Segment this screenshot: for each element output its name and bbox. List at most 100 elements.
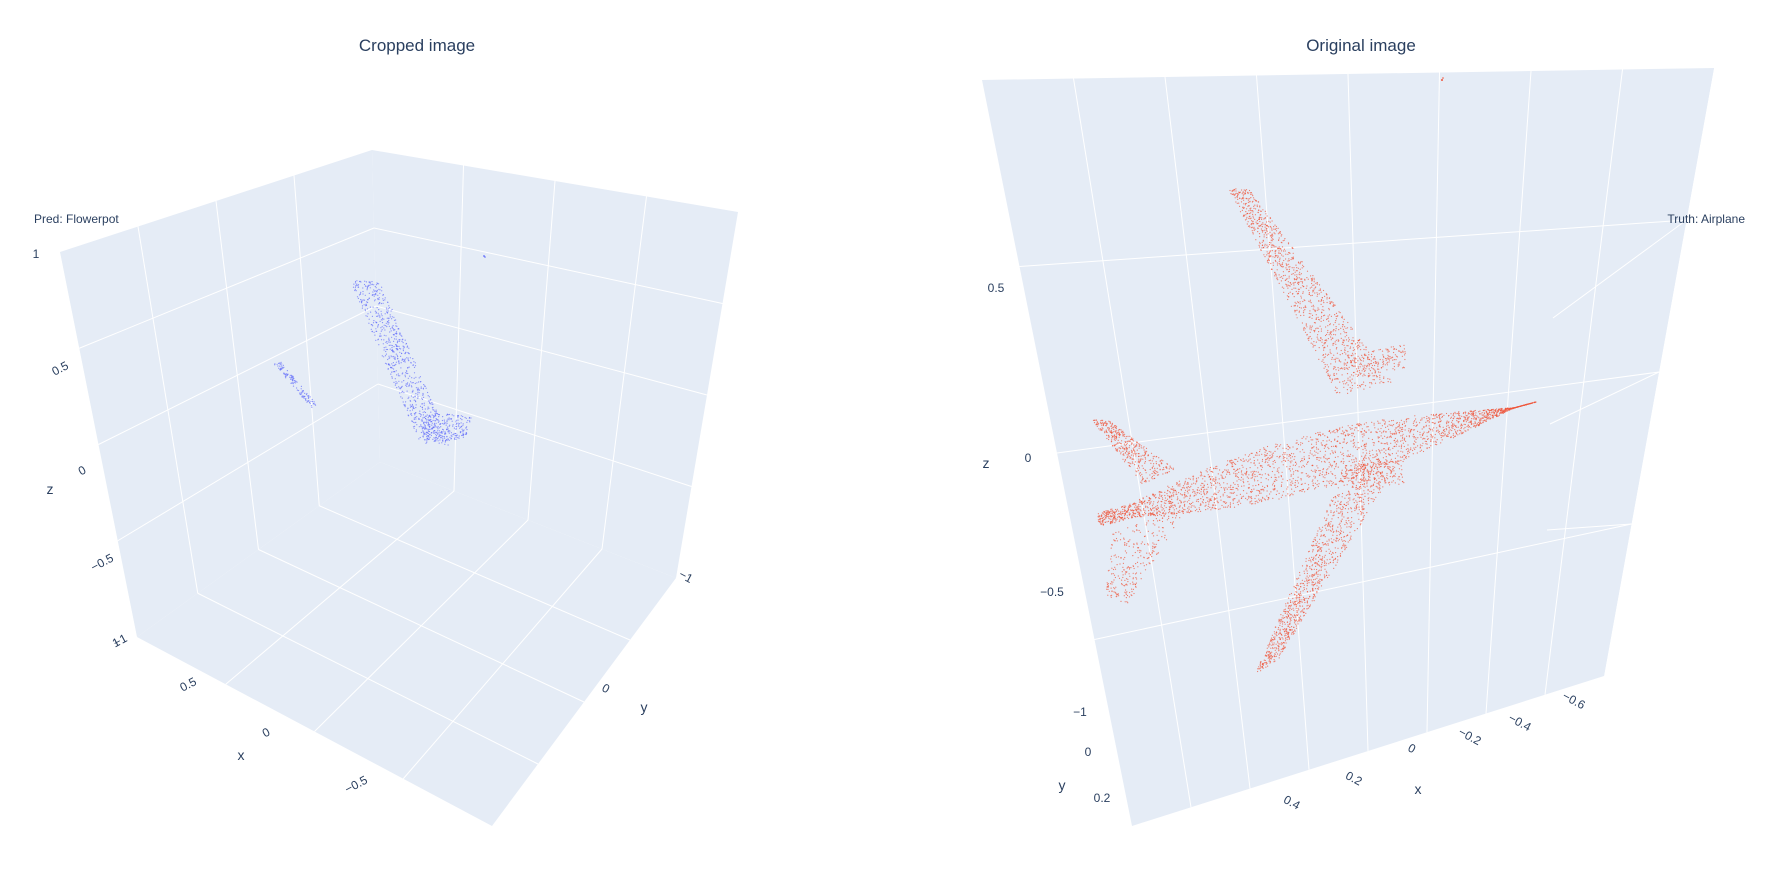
point — [1296, 610, 1298, 612]
point — [1100, 521, 1102, 523]
point — [1359, 423, 1361, 425]
point — [1286, 636, 1289, 638]
point — [1289, 291, 1291, 293]
point — [1402, 433, 1404, 435]
point — [1156, 504, 1158, 507]
point — [1455, 425, 1457, 427]
point — [448, 425, 450, 427]
point — [1354, 470, 1356, 472]
point — [1370, 471, 1372, 473]
point — [1204, 475, 1206, 478]
point — [1240, 502, 1242, 504]
point — [425, 419, 427, 421]
point — [1289, 494, 1291, 496]
point — [1363, 348, 1365, 351]
point — [1280, 265, 1283, 267]
point — [1364, 430, 1366, 432]
point — [1104, 518, 1106, 520]
point — [311, 406, 313, 408]
point — [1196, 479, 1198, 481]
point — [1333, 431, 1335, 433]
point — [1201, 486, 1203, 488]
point — [1128, 506, 1130, 508]
point — [1469, 421, 1471, 423]
original-scene[interactable]: 0.50−0.5z0.40.20−0.2−0.4−0.6x−100.2y — [982, 68, 1714, 826]
point — [1215, 476, 1217, 478]
point — [1245, 214, 1247, 216]
point — [1229, 502, 1231, 504]
point — [1496, 415, 1498, 418]
point — [1330, 302, 1332, 304]
point — [1260, 481, 1262, 484]
point — [420, 387, 422, 389]
point — [404, 376, 406, 378]
point — [1275, 246, 1277, 248]
point — [377, 339, 379, 341]
point — [1324, 347, 1326, 349]
point — [308, 397, 310, 399]
point — [1256, 205, 1258, 208]
point — [379, 316, 381, 318]
point — [394, 332, 396, 334]
point — [1391, 453, 1393, 455]
point — [383, 327, 385, 329]
point — [1447, 415, 1450, 417]
point — [438, 416, 440, 418]
point — [1242, 197, 1244, 199]
point — [417, 387, 419, 389]
point — [456, 426, 458, 428]
point — [1333, 354, 1335, 356]
point — [1311, 453, 1313, 455]
point — [1383, 448, 1385, 450]
point — [1345, 474, 1348, 476]
point — [1356, 427, 1358, 429]
point — [1388, 453, 1390, 456]
point — [1262, 246, 1265, 249]
point — [1122, 512, 1124, 515]
point — [1395, 452, 1397, 454]
point — [1277, 468, 1279, 470]
point — [433, 437, 435, 439]
point — [1282, 457, 1284, 459]
point — [421, 397, 423, 399]
point — [1236, 194, 1239, 197]
point — [439, 434, 441, 436]
point — [308, 395, 310, 397]
point — [1269, 458, 1271, 460]
point — [1280, 280, 1282, 282]
point — [1281, 246, 1284, 248]
point — [430, 398, 432, 401]
point — [1267, 258, 1269, 260]
point — [1247, 225, 1250, 227]
point — [1309, 310, 1311, 312]
point — [1355, 458, 1357, 460]
point — [406, 357, 408, 359]
point — [1441, 439, 1443, 441]
point — [391, 327, 393, 329]
point — [1188, 508, 1190, 510]
point — [402, 372, 404, 374]
point — [1271, 233, 1273, 235]
point — [304, 392, 306, 394]
point — [1252, 213, 1254, 215]
point — [1245, 474, 1247, 476]
point — [393, 370, 395, 373]
point — [1192, 489, 1194, 491]
point — [451, 420, 453, 422]
point — [388, 305, 390, 307]
point — [1359, 342, 1361, 344]
point — [1254, 218, 1256, 220]
point — [1363, 445, 1365, 447]
point — [1354, 382, 1356, 384]
point — [1357, 355, 1359, 357]
point — [429, 399, 431, 401]
point — [1184, 495, 1186, 497]
point — [407, 407, 409, 409]
z-tick-label: −1 — [111, 631, 130, 650]
point — [1142, 501, 1144, 503]
point — [1498, 414, 1500, 416]
point — [1336, 510, 1338, 512]
point — [423, 416, 425, 418]
point — [1462, 412, 1464, 415]
